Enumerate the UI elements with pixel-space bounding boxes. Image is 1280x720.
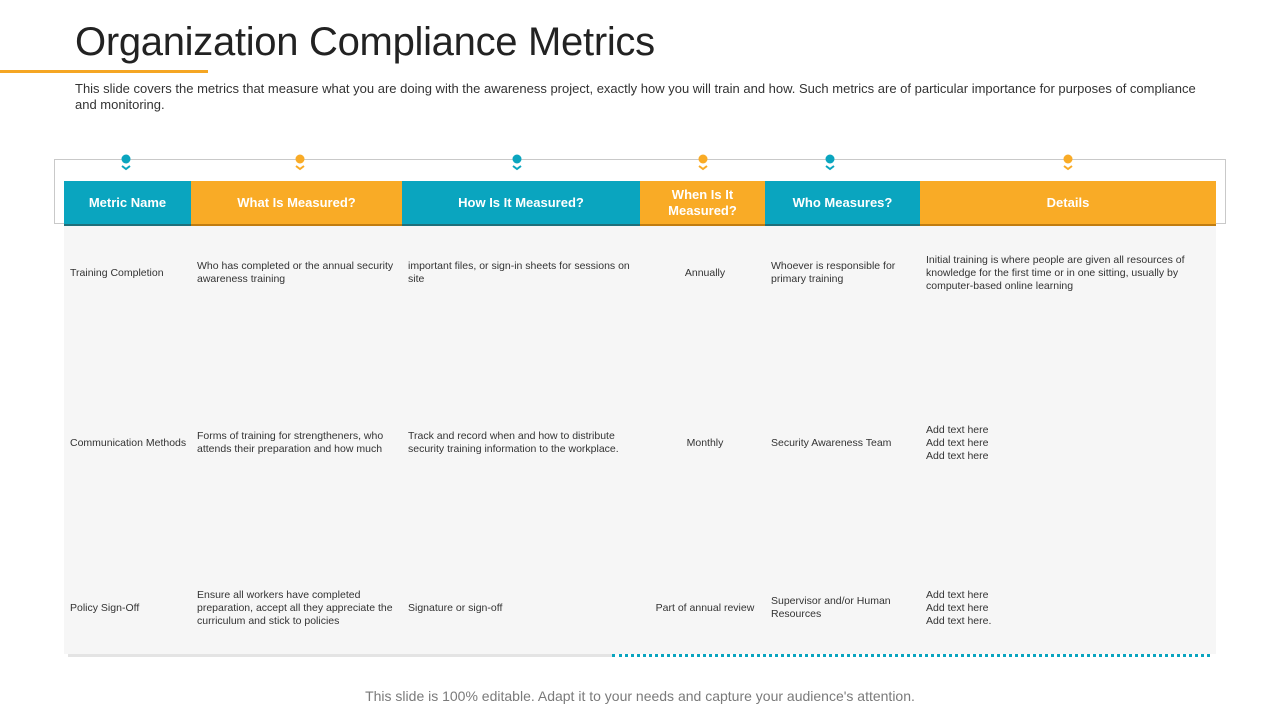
pin-marker-icon	[293, 154, 307, 174]
cell-when: Annually	[684, 266, 726, 279]
pin-marker-icon	[696, 154, 710, 174]
table-body	[64, 226, 1216, 654]
header-how-measured: How Is It Measured?	[402, 181, 640, 226]
header-when-measured: When Is It Measured?	[640, 181, 765, 226]
header-metric-name: Metric Name	[64, 181, 191, 226]
pin-marker-icon	[823, 154, 837, 174]
cell-how: important files, or sign-in sheets for s…	[408, 260, 630, 285]
cell-details: Initial training is where people are giv…	[926, 253, 1185, 292]
cell-metric: Communication Methods	[70, 436, 187, 449]
header-what-measured: What Is Measured?	[191, 181, 402, 226]
cell-metric: Training Completion	[70, 266, 164, 279]
title-underline	[0, 70, 208, 73]
bottom-divider	[68, 654, 612, 657]
slide-title: Organization Compliance Metrics	[75, 20, 655, 64]
cell-when: Monthly	[686, 436, 724, 449]
slide-subtitle: This slide covers the metrics that measu…	[75, 81, 1196, 112]
cell-what: Forms of training for strengtheners, who…	[197, 430, 384, 455]
cell-details: Add text here Add text here Add text her…	[926, 423, 989, 462]
cell-what: Who has completed or the annual security…	[197, 260, 394, 285]
cell-who: Whoever is responsible for primary train…	[771, 260, 896, 285]
cell-how: Track and record when and how to distrib…	[408, 430, 619, 455]
pin-marker-icon	[510, 154, 524, 174]
cell-who: Security Awareness Team	[771, 436, 892, 449]
cell-metric: Policy Sign-Off	[70, 601, 140, 614]
pin-marker-icon	[1061, 154, 1075, 174]
table-header-row: Metric Name What Is Measured? How Is It …	[64, 181, 1216, 226]
cell-details: Add text here Add text here Add text her…	[926, 588, 992, 627]
cell-when: Part of annual review	[655, 601, 755, 614]
header-details: Details	[920, 181, 1216, 226]
bottom-dotted-line	[612, 654, 1210, 657]
slide-footer: This slide is 100% editable. Adapt it to…	[365, 688, 915, 704]
cell-who: Supervisor and/or Human Resources	[771, 595, 891, 620]
header-who-measures: Who Measures?	[765, 181, 920, 226]
cell-what: Ensure all workers have completed prepar…	[197, 588, 393, 627]
pin-marker-icon	[119, 154, 133, 174]
cell-how: Signature or sign-off	[408, 601, 503, 614]
